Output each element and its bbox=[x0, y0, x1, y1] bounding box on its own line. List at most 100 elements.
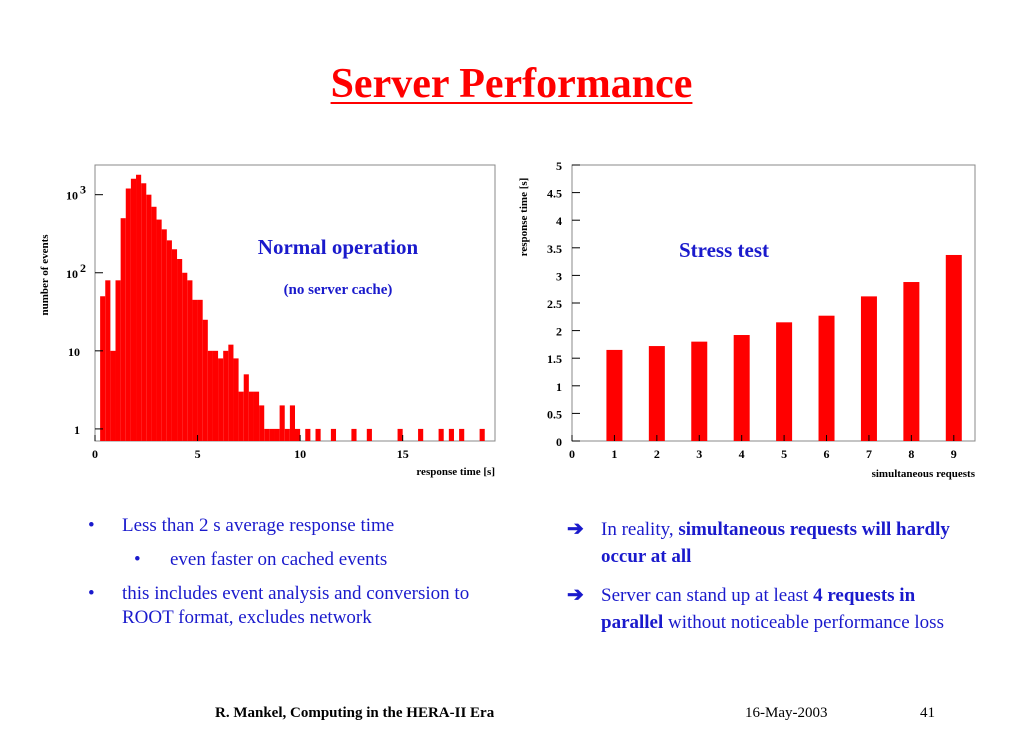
note-item: ➔ Server can stand up at least 4 request… bbox=[567, 582, 977, 636]
histogram-bar bbox=[259, 405, 265, 441]
y-axis-label: response time [s] bbox=[518, 178, 530, 257]
chart-annotation-title: Normal operation bbox=[258, 235, 419, 259]
bullet-item: • this includes event analysis and conve… bbox=[86, 582, 506, 630]
stress-bar bbox=[945, 254, 962, 441]
histogram-bar bbox=[248, 391, 254, 441]
y-tick-label: 3.5 bbox=[547, 242, 562, 256]
histogram-bar bbox=[330, 428, 337, 441]
histogram-bar bbox=[130, 178, 137, 442]
histogram-bar bbox=[166, 240, 172, 441]
note-bold: 4 requests in parallel bbox=[601, 585, 916, 633]
histogram-bar bbox=[141, 183, 147, 441]
note-suffix: without noticeable performance loss bbox=[663, 612, 944, 633]
histogram-bar bbox=[305, 428, 311, 441]
bullet-text: Less than 2 s average response time bbox=[122, 515, 395, 536]
y-tick-label: 1 bbox=[556, 380, 562, 394]
histogram-bar bbox=[295, 428, 301, 441]
histogram-bar bbox=[212, 350, 219, 441]
chart-annotation-title: Stress test bbox=[679, 238, 769, 262]
histogram-bar bbox=[223, 350, 229, 441]
bullet-text: even faster on cached events bbox=[170, 549, 388, 570]
histogram-bar bbox=[315, 428, 321, 441]
histogram-bar bbox=[253, 391, 260, 441]
histogram-bar bbox=[233, 358, 239, 441]
histogram-bar bbox=[438, 428, 444, 441]
y-tick-label: 10 bbox=[66, 189, 78, 203]
histogram-bar bbox=[171, 249, 178, 441]
histogram-bar bbox=[351, 428, 357, 441]
histogram-bar bbox=[228, 344, 234, 441]
x-tick-label: 8 bbox=[908, 447, 914, 461]
x-tick-label: 5 bbox=[195, 447, 201, 461]
stress-bar bbox=[733, 335, 750, 441]
y-tick-label: 1.5 bbox=[547, 352, 562, 366]
stress-bar bbox=[648, 346, 665, 441]
histogram-bar bbox=[177, 259, 183, 441]
histogram-bar bbox=[207, 350, 213, 441]
y-tick-label: 4 bbox=[556, 214, 562, 228]
histogram-bar bbox=[115, 280, 121, 441]
slide-title: Server Performance bbox=[330, 61, 693, 107]
histogram-bar bbox=[448, 428, 454, 441]
x-tick-label: 6 bbox=[824, 447, 830, 461]
histogram-bar bbox=[418, 428, 424, 441]
histogram-bar bbox=[459, 428, 465, 441]
y-tick-label: 2.5 bbox=[547, 297, 562, 311]
histogram-bar bbox=[120, 218, 126, 441]
histogram-bar bbox=[218, 358, 224, 441]
bullet-dot-icon: • bbox=[88, 583, 95, 604]
stress-bar bbox=[776, 322, 793, 441]
y-tick-label: 4.5 bbox=[547, 187, 562, 201]
histogram-bars bbox=[100, 174, 485, 442]
y-tick-label: 0.5 bbox=[547, 407, 562, 421]
y-tick-label: 5 bbox=[556, 159, 562, 173]
bullet-dot-icon: • bbox=[134, 549, 141, 570]
histogram-bar bbox=[125, 188, 131, 441]
x-tick-label: 1 bbox=[611, 447, 617, 461]
y-tick-label: 10 bbox=[66, 267, 78, 281]
y-ticks: 0 0.5 1 1.5 2 2.5 3 3.5 4 4.5 5 bbox=[547, 159, 580, 449]
x-tick-label: 2 bbox=[654, 447, 660, 461]
histogram-bar bbox=[479, 428, 485, 441]
histogram-bar bbox=[110, 350, 116, 441]
arrow-right-icon: ➔ bbox=[567, 584, 584, 606]
x-axis-label: simultaneous requests bbox=[872, 468, 976, 480]
histogram-bar bbox=[269, 428, 275, 441]
stress-bar bbox=[903, 282, 920, 441]
sub-bullet-item: • even faster on cached events bbox=[86, 548, 506, 572]
footer-author: R. Mankel, Computing in the HERA-II Era bbox=[215, 705, 495, 721]
x-tick-label: 9 bbox=[951, 447, 957, 461]
y-tick-label: 3 bbox=[556, 269, 562, 283]
histogram-bar bbox=[156, 219, 162, 441]
histogram-bar bbox=[289, 405, 295, 441]
stress-bars bbox=[606, 254, 962, 441]
x-tick-label: 10 bbox=[294, 447, 306, 461]
x-tick-label: 5 bbox=[781, 447, 787, 461]
y-tick-exponent: 3 bbox=[80, 183, 86, 197]
bullet-list: • Less than 2 s average response time • … bbox=[86, 514, 506, 640]
x-tick-label: 0 bbox=[569, 447, 575, 461]
footer-date: 16-May-2003 bbox=[745, 705, 828, 721]
histogram-bar bbox=[182, 272, 188, 441]
x-tick-label: 3 bbox=[696, 447, 702, 461]
histogram-bar bbox=[243, 374, 249, 441]
y-tick-label: 1 bbox=[74, 423, 80, 437]
histogram-bar bbox=[187, 280, 193, 441]
bullet-dot-icon: • bbox=[88, 515, 95, 536]
stress-bar bbox=[818, 315, 835, 441]
histogram-bar bbox=[238, 391, 244, 441]
histogram-bar bbox=[279, 405, 285, 441]
y-axis-label: number of events bbox=[39, 234, 51, 316]
x-tick-label: 4 bbox=[739, 447, 745, 461]
y-tick-label: 2 bbox=[556, 325, 562, 339]
histogram-bar bbox=[146, 194, 152, 441]
bullet-item: • Less than 2 s average response time bbox=[86, 514, 506, 538]
stress-bar bbox=[860, 296, 877, 441]
note-bold: simultaneous requests will hardly occur … bbox=[601, 519, 950, 567]
note-prefix: Server can stand up at least bbox=[601, 585, 814, 606]
notes-list: ➔ In reality, simultaneous requests will… bbox=[567, 516, 977, 648]
arrow-right-icon: ➔ bbox=[567, 518, 584, 540]
histogram-bar bbox=[197, 299, 203, 441]
